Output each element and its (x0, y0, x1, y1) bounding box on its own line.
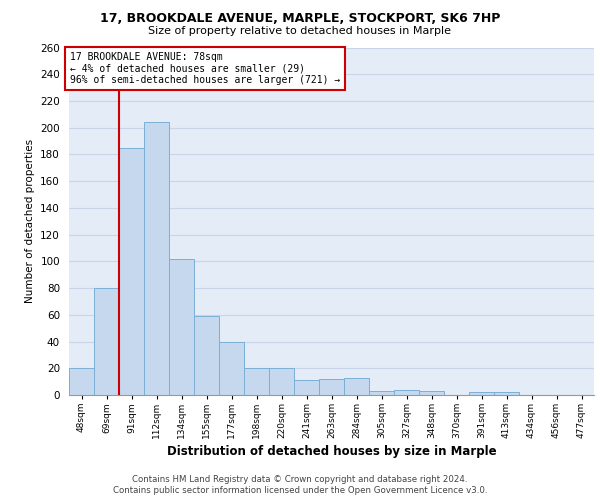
Bar (319, 379, 344, 395)
Bar (369, 391, 394, 395)
Bar (244, 368, 269, 395)
Bar (194, 316, 219, 395)
Text: 17, BROOKDALE AVENUE, MARPLE, STOCKPORT, SK6 7HP: 17, BROOKDALE AVENUE, MARPLE, STOCKPORT,… (100, 12, 500, 26)
Bar (94, 288, 119, 395)
Bar (144, 122, 169, 395)
Bar (219, 342, 244, 395)
Bar (119, 148, 144, 395)
Text: Size of property relative to detached houses in Marple: Size of property relative to detached ho… (149, 26, 452, 36)
Bar (169, 258, 194, 395)
Text: Contains HM Land Registry data © Crown copyright and database right 2024.: Contains HM Land Registry data © Crown c… (132, 475, 468, 484)
Bar (344, 378, 369, 395)
Bar (294, 380, 319, 395)
Text: Contains public sector information licensed under the Open Government Licence v3: Contains public sector information licen… (113, 486, 487, 495)
Y-axis label: Number of detached properties: Number of detached properties (25, 139, 35, 304)
Bar (394, 390, 419, 395)
Text: 17 BROOKDALE AVENUE: 78sqm
← 4% of detached houses are smaller (29)
96% of semi-: 17 BROOKDALE AVENUE: 78sqm ← 4% of detac… (70, 52, 341, 84)
X-axis label: Distribution of detached houses by size in Marple: Distribution of detached houses by size … (167, 446, 496, 458)
Bar (419, 391, 444, 395)
Bar (269, 368, 294, 395)
Bar (494, 392, 519, 395)
Bar (69, 368, 94, 395)
Bar (469, 392, 494, 395)
